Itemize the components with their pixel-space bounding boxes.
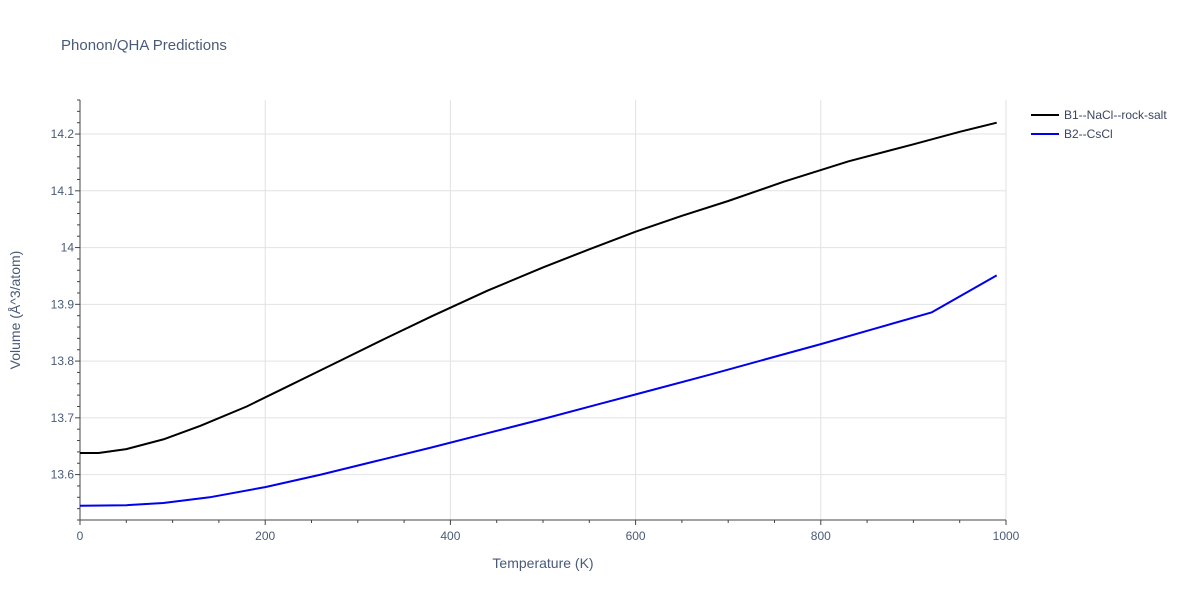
y-tick-label: 13.6 xyxy=(51,468,75,482)
chart-title: Phonon/QHA Predictions xyxy=(61,37,227,54)
legend-label: B2--CsCl xyxy=(1064,127,1113,141)
y-axis-title: Volume (Å^3/atom) xyxy=(7,251,23,370)
x-tick-label: 600 xyxy=(626,529,646,543)
gridlines xyxy=(80,100,1007,520)
y-tick-label: 13.8 xyxy=(51,354,75,368)
x-tick-label: 800 xyxy=(811,529,831,543)
x-tick-label: 0 xyxy=(77,529,84,543)
axes: 0 200 400 600 800 1000 13.6 13.7 13.8 13.9 14 14.1 1… xyxy=(51,99,1020,543)
x-tick-label: 200 xyxy=(255,529,275,543)
series-lines xyxy=(79,121,998,507)
series-line-2 xyxy=(79,274,998,507)
x-axis-title: Temperature (K) xyxy=(492,555,593,571)
y-tick-label: 13.9 xyxy=(51,297,75,311)
y-tick-label: 14.2 xyxy=(51,127,75,141)
y-tick-label: 13.7 xyxy=(51,411,75,425)
y-tick-label: 14 xyxy=(61,241,75,255)
legend-label: B1--NaCl--rock-salt xyxy=(1064,108,1167,122)
x-tick-label: 400 xyxy=(440,529,460,543)
y-tick-label: 14.1 xyxy=(51,184,75,198)
legend: B1--NaCl--rock-salt B2--CsCl xyxy=(1031,108,1167,141)
series-line-1 xyxy=(80,121,997,454)
x-tick-label: 1000 xyxy=(993,529,1020,543)
